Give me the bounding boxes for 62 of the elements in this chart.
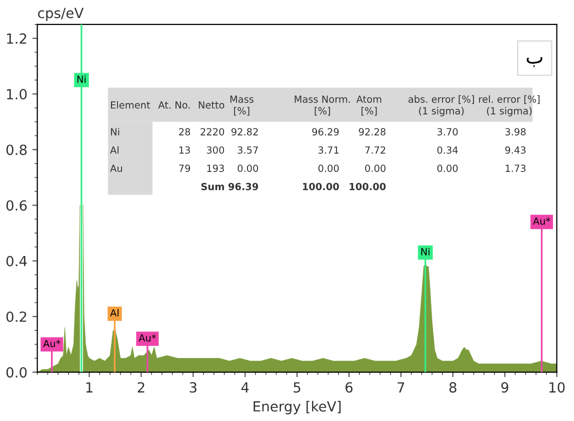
ref-line-label: Au* [532,217,550,225]
ref-line-label: Ni [421,248,430,256]
ref-line-label: Al [110,309,118,316]
ref-line-label: Ni [77,75,86,83]
annotation: Ni [110,128,120,136]
x-axis-title: Energy [keV] [254,400,341,414]
y-tick-label: 0.4 [6,256,27,266]
annotation: 96.29 [312,128,339,136]
annotation: Netto [198,101,224,109]
x-tick-label: 5 [294,382,300,393]
annotation: 193 [207,164,224,172]
annotation: Au [110,164,122,172]
x-tick-label: 1 [86,382,92,392]
annotation: 0.00 [365,164,386,172]
annotation: At. No. [158,101,190,109]
annotation: 7.72 [365,146,386,154]
annotation: 92.82 [231,128,258,136]
annotation: 100.00 [302,182,339,190]
annotation: Sum [201,182,224,190]
annotation: Mass Norm. [%] [294,96,350,116]
annotation: Al [110,146,118,154]
annotation: Element [110,101,150,109]
annotation: 300 [206,146,224,154]
annotation: 1.73 [506,164,526,172]
y-tick-label: 0.8 [6,144,27,156]
x-tick-label: 9 [501,382,508,393]
y-tick-label: 0.2 [6,311,26,322]
x-tick-label: 8 [449,382,456,393]
annotation: 79 [179,164,190,172]
annotation: 96.39 [228,182,258,190]
x-tick-label: 2 [138,382,144,392]
x-tick-label: 7 [398,382,404,392]
y-tick-label: 1.0 [7,88,27,100]
annotation: abs. error [%] (1 sigma) [408,95,474,116]
annotation: Atom [%] [356,96,382,116]
annotation: 3.57 [238,146,258,154]
annotation: 9.43 [505,146,526,154]
x-tick-label: 6 [346,382,353,393]
y-axis-title: cps/eV [38,8,84,21]
annotation: ب [526,57,542,67]
x-tick-label: 4 [241,382,249,392]
annotation: 92.28 [358,128,386,136]
x-tick-label: 10 [549,382,565,393]
annotation: 0.00 [318,164,339,172]
annotation: 0.00 [238,164,258,172]
annotation: 3.98 [505,128,526,136]
annotation: rel. error [%] (1 sigma) [479,95,540,116]
annotation: Mass [%] [230,96,254,116]
ref-line-label: Au* [138,334,156,342]
annotation: 100.00 [350,182,386,190]
ref-line-label: Au* [43,340,60,348]
annotation: 0.00 [437,164,458,172]
annotation: 3.70 [437,128,458,136]
annotation: 13 [179,146,190,154]
annotation: 0.34 [437,146,458,154]
y-tick-label: 0.6 [6,200,27,211]
x-tick-label: 3 [190,382,196,393]
annotation: 2220 [200,128,224,136]
annotation: 3.71 [318,146,339,154]
annotation: 28 [179,128,190,136]
y-tick-label: 1.2 [7,33,26,44]
y-tick-label: 0.0 [6,367,27,378]
